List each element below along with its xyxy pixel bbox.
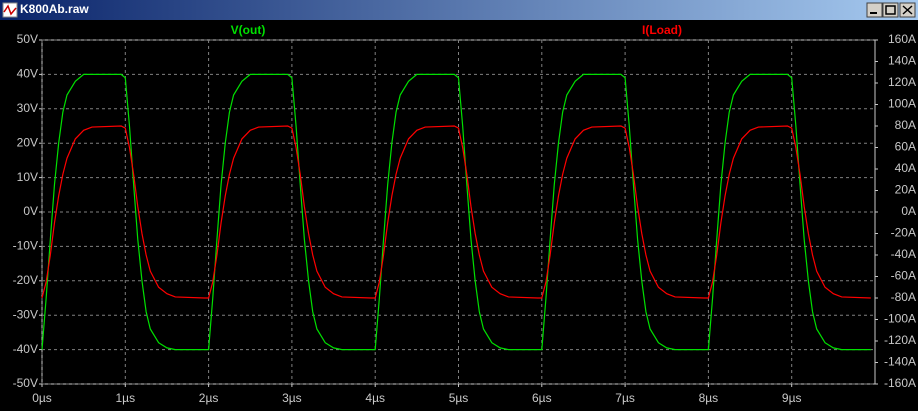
close-button[interactable] [899,2,916,18]
x-tick-label: 9µs [782,391,802,405]
x-tick-label: 2µs [199,391,219,405]
x-tick-label: 8µs [699,391,719,405]
y2-tick-label: -60A [891,269,916,283]
y2-tick-label: 140A [888,54,916,68]
y2-tick-label: 100A [888,97,916,111]
y-tick-label: -20V [13,273,38,287]
y-tick-label: 30V [17,101,38,115]
y-tick-label: 10V [17,170,38,184]
x-tick-label: 0µs [32,391,52,405]
series-line [41,125,871,299]
y2-tick-label: 60A [895,140,916,154]
window-title: K800Ab.raw [20,2,89,16]
maximize-button[interactable] [882,2,899,18]
y-tick-label: 40V [17,67,38,81]
y2-tick-label: -40A [891,247,916,261]
y-tick-label: -30V [13,307,38,321]
app-icon-wave [3,4,17,16]
y2-tick-label: 0A [901,204,916,218]
y2-tick-label: -160A [884,376,916,390]
y2-tick-label: -140A [884,355,916,369]
y2-tick-label: -20A [891,226,916,240]
y2-tick-label: 40A [895,161,916,175]
y-tick-label: 20V [17,135,38,149]
x-tick-label: 6µs [532,391,552,405]
title-bar [0,0,918,20]
series-line [41,73,871,351]
y-tick-label: -50V [13,376,38,390]
y-tick-label: 0V [23,204,38,218]
x-tick-label: 7µs [615,391,635,405]
y-tick-label: 50V [17,32,38,46]
y-tick-label: -10V [13,239,38,253]
legend-label: V(out) [231,23,266,37]
x-tick-label: 4µs [365,391,385,405]
y2-tick-label: 120A [888,75,916,89]
y2-tick-label: 160A [888,32,916,46]
x-tick-label: 1µs [116,391,136,405]
y2-tick-label: -100A [884,312,916,326]
y2-tick-label: 80A [895,118,916,132]
x-tick-label: 3µs [282,391,302,405]
y2-tick-label: -80A [891,290,916,304]
y-tick-label: -40V [13,342,38,356]
y2-tick-label: -120A [884,333,916,347]
minimize-button[interactable] [866,2,883,18]
y2-tick-label: 20A [895,183,916,197]
x-tick-label: 5µs [449,391,469,405]
legend-label: I(Load) [642,23,682,37]
